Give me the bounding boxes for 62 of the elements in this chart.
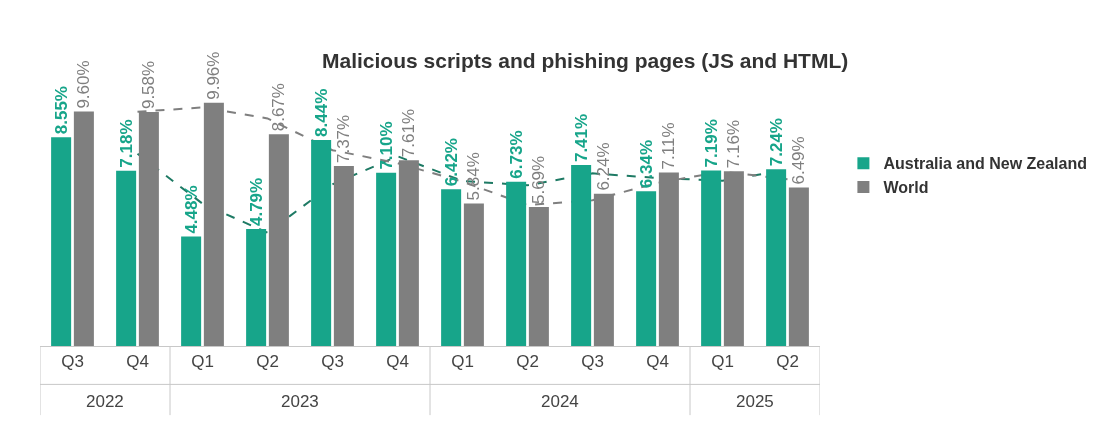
- bar: [506, 181, 527, 346]
- data-label: 4.48%: [181, 185, 201, 234]
- data-label: 7.37%: [334, 114, 354, 164]
- bar: [311, 139, 332, 346]
- data-label: 7.61%: [399, 108, 419, 158]
- x-tick-label: Q1: [711, 352, 734, 372]
- legend-label: Australia and New Zealand: [883, 155, 1088, 173]
- bar: [203, 102, 224, 346]
- bar: [51, 137, 72, 346]
- x-tick-label: Q1: [451, 352, 474, 372]
- data-label: 7.24%: [766, 118, 786, 167]
- bar: [181, 236, 202, 346]
- bar: [701, 170, 722, 346]
- chart-title: Malicious scripts and phishing pages (JS and HTML): [322, 49, 849, 73]
- x-tick-label: Q4: [646, 352, 669, 372]
- bar: [268, 134, 289, 346]
- bar: [246, 229, 267, 346]
- x-tick-label: Q2: [256, 352, 279, 372]
- x-tick-label: Q3: [321, 352, 344, 372]
- bar: [116, 170, 137, 346]
- x-tick-label: Q2: [516, 352, 539, 372]
- bar: [441, 189, 462, 346]
- data-label: 6.34%: [636, 139, 656, 189]
- text: 2024: [541, 392, 579, 411]
- legend-label: World: [883, 179, 929, 197]
- data-label: 8.67%: [269, 83, 289, 132]
- data-label: 5.69%: [529, 155, 549, 205]
- bar: [376, 172, 397, 346]
- data-label: 7.19%: [701, 119, 721, 168]
- data-label: 8.55%: [51, 86, 71, 135]
- bar: [333, 166, 354, 346]
- bar: [636, 191, 657, 346]
- data-label: 7.18%: [116, 119, 136, 168]
- x-tick-label: Q2: [776, 352, 799, 372]
- x-tick-label: Q4: [126, 352, 149, 372]
- bar: [788, 187, 809, 346]
- data-label: 7.16%: [724, 119, 744, 169]
- data-label: 8.44%: [311, 88, 331, 137]
- bar: [463, 203, 484, 346]
- data-label: 6.24%: [594, 142, 614, 191]
- data-label: 6.49%: [789, 136, 809, 185]
- x-tick-label: Q3: [61, 352, 84, 372]
- text: 2025: [736, 392, 774, 411]
- x-tick-label: Q3: [581, 352, 604, 372]
- data-label: 6.73%: [506, 130, 526, 179]
- data-label: 9.58%: [139, 60, 159, 110]
- text: 2023: [281, 392, 319, 411]
- bar: [766, 169, 787, 346]
- data-label: 7.41%: [571, 113, 591, 163]
- bar: [73, 111, 94, 346]
- x-tick-label: Q1: [191, 352, 214, 372]
- data-label: 9.96%: [204, 51, 224, 100]
- data-label: 6.42%: [441, 138, 461, 187]
- text: 2022: [86, 392, 124, 411]
- data-label: 9.60%: [74, 60, 94, 109]
- bar: [571, 165, 592, 346]
- x-tick-label: Q4: [386, 352, 409, 372]
- data-label: 7.10%: [376, 121, 396, 170]
- data-label: 7.11%: [659, 122, 679, 170]
- bar: [723, 171, 744, 346]
- data-label: 4.79%: [246, 177, 266, 227]
- data-label: 5.84%: [464, 152, 484, 201]
